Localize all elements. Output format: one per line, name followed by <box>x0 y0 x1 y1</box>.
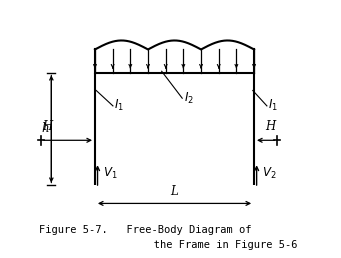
Text: $I_1$: $I_1$ <box>114 98 124 114</box>
Text: H: H <box>42 120 52 133</box>
Text: h: h <box>41 123 49 135</box>
Text: $V_2$: $V_2$ <box>262 166 276 181</box>
Text: Figure 5-7.   Free-Body Diagram of: Figure 5-7. Free-Body Diagram of <box>39 225 251 236</box>
Text: H: H <box>266 120 276 133</box>
Text: L: L <box>170 185 178 198</box>
Text: the Frame in Figure 5-6: the Frame in Figure 5-6 <box>85 240 297 249</box>
Text: $V_1$: $V_1$ <box>103 166 117 181</box>
Text: $I_2$: $I_2$ <box>183 91 193 106</box>
Text: $I_1$: $I_1$ <box>268 98 278 114</box>
